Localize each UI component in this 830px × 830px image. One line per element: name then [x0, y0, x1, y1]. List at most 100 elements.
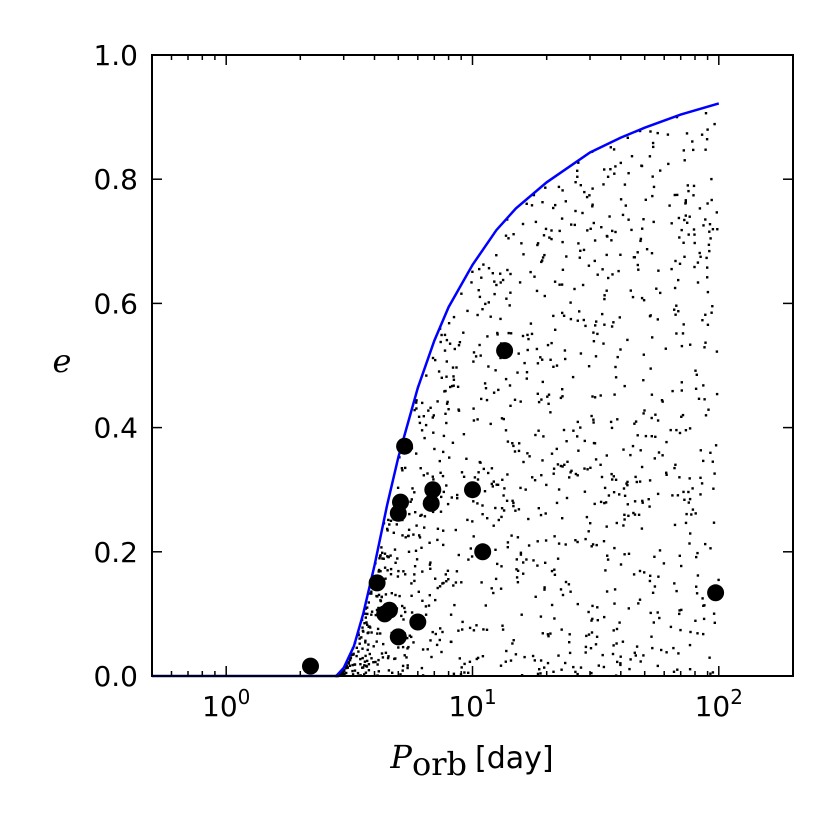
population-point [699, 255, 702, 258]
population-point [493, 292, 496, 296]
population-point [678, 431, 682, 435]
population-point [564, 200, 567, 203]
population-point [365, 665, 369, 668]
population-point [522, 253, 525, 256]
population-point [626, 484, 629, 487]
population-point [678, 476, 681, 479]
y-tick-label: 0.8 [93, 163, 138, 196]
population-point [702, 224, 705, 227]
population-point [599, 463, 602, 466]
y-tick-label: 0.6 [93, 287, 138, 320]
observed-point [707, 584, 725, 602]
population-point [613, 602, 616, 605]
population-point [712, 487, 715, 490]
population-point [708, 249, 711, 253]
population-point [500, 507, 504, 510]
population-point [440, 376, 443, 379]
population-point [457, 629, 460, 632]
population-point [678, 612, 681, 616]
population-point [523, 655, 526, 659]
population-point [630, 228, 633, 232]
population-point [384, 577, 387, 580]
population-point [576, 672, 579, 676]
population-point [415, 399, 418, 402]
population-point [640, 296, 644, 300]
population-point [710, 198, 713, 202]
population-point [392, 531, 395, 534]
population-point [460, 292, 463, 295]
population-point [541, 201, 544, 204]
population-point [611, 652, 615, 656]
population-point [377, 568, 381, 572]
population-point [623, 183, 627, 186]
population-point [547, 635, 550, 638]
population-point [527, 337, 530, 341]
population-point [622, 448, 625, 451]
population-point [380, 652, 384, 655]
population-point [645, 248, 649, 251]
population-point [356, 671, 360, 675]
population-point [548, 236, 551, 239]
population-point [576, 435, 579, 438]
population-point [522, 460, 525, 464]
population-point [593, 259, 596, 263]
population-point [708, 223, 712, 226]
population-point [699, 493, 702, 496]
population-point [536, 242, 540, 245]
population-point [601, 268, 604, 271]
population-point [634, 475, 637, 479]
population-point [563, 463, 566, 466]
population-point [379, 554, 382, 557]
population-point [602, 183, 605, 186]
population-point [452, 378, 456, 381]
population-point [650, 435, 653, 438]
population-point [492, 524, 495, 527]
y-tick-label: 0.2 [93, 536, 138, 569]
population-point [470, 281, 473, 284]
population-point [541, 380, 544, 384]
population-point [594, 643, 598, 646]
population-point [513, 398, 517, 401]
population-point [692, 184, 696, 188]
population-point [681, 332, 685, 335]
population-point [604, 569, 607, 572]
population-point [370, 590, 373, 593]
population-point [507, 331, 510, 335]
population-point [541, 632, 544, 635]
population-point [599, 500, 603, 504]
population-point [553, 573, 557, 576]
population-point [689, 630, 692, 634]
population-point [684, 521, 688, 525]
population-point [364, 616, 367, 619]
population-point [353, 663, 356, 666]
population-point [623, 384, 626, 388]
population-point [386, 569, 389, 572]
population-point [636, 263, 639, 267]
population-point [619, 198, 623, 201]
population-point [426, 472, 429, 475]
population-point [364, 639, 367, 642]
population-point [376, 595, 379, 598]
population-point [436, 527, 440, 530]
population-point [460, 471, 464, 474]
population-point [379, 599, 382, 602]
population-point [570, 469, 573, 472]
population-point [688, 643, 692, 647]
population-point [556, 557, 560, 560]
population-point [457, 344, 461, 347]
population-point [654, 435, 657, 438]
population-point [639, 237, 643, 241]
population-point [417, 590, 420, 593]
population-point [493, 280, 496, 283]
population-point [561, 240, 564, 244]
population-point [644, 198, 647, 201]
population-point [636, 434, 639, 437]
population-point [644, 434, 648, 438]
population-point [700, 133, 704, 136]
population-point [710, 177, 713, 181]
population-point [367, 643, 370, 646]
population-point [519, 486, 522, 490]
population-point [611, 229, 614, 233]
population-point [357, 634, 360, 637]
